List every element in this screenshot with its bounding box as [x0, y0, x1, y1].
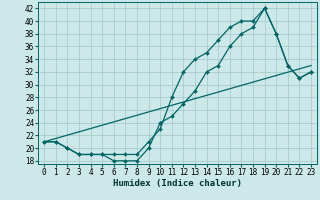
X-axis label: Humidex (Indice chaleur): Humidex (Indice chaleur)	[113, 179, 242, 188]
